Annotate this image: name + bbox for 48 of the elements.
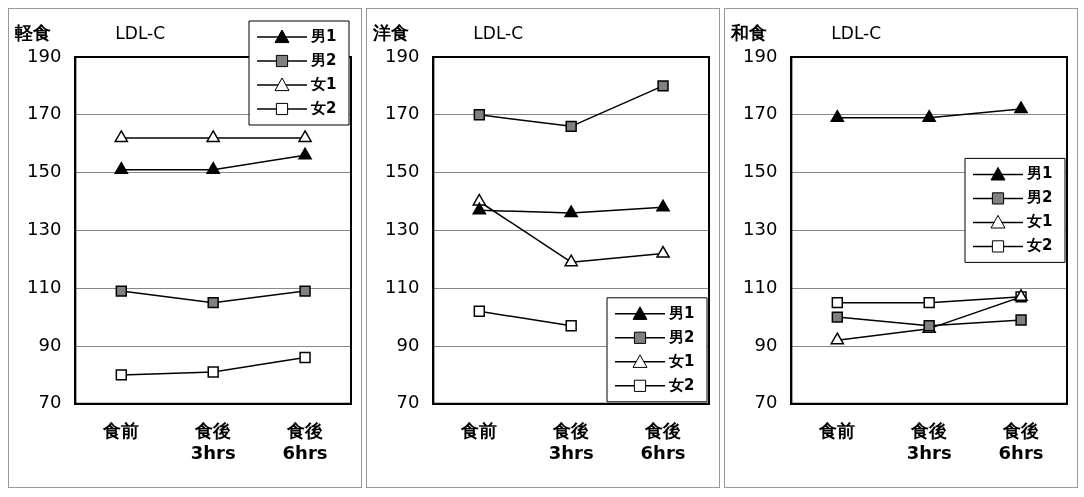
y-tick-label: 90: [754, 333, 778, 355]
x-tick-label: 食後 6hrs: [640, 420, 686, 463]
y-tick-label: 90: [38, 333, 62, 355]
x-tick-label: 食後 6hrs: [998, 420, 1044, 463]
x-tick-label: 食前: [460, 420, 498, 442]
y-tick-label: 150: [27, 160, 62, 182]
y-tick-label: 110: [27, 275, 62, 297]
y-tick-label: 70: [754, 391, 778, 413]
legend-label: 女2: [1026, 236, 1053, 255]
legend-label: 男1: [1026, 164, 1053, 183]
y-axis-title: 軽食: [14, 21, 51, 43]
y-axis-title: 和食: [730, 21, 767, 43]
legend-label: 男1: [310, 26, 337, 45]
x-tick-label: 食後 3hrs: [190, 420, 236, 463]
legend-label: 男2: [668, 327, 695, 346]
x-tick-label: 食前: [102, 420, 140, 442]
chart-title: LDL-C: [473, 22, 524, 43]
y-tick-label: 190: [27, 44, 62, 66]
legend-label: 女1: [1026, 212, 1053, 231]
legend-label: 男2: [310, 50, 337, 69]
y-tick-label: 190: [385, 44, 420, 66]
y-tick-label: 170: [385, 102, 420, 124]
legend-label: 女1: [668, 351, 695, 370]
y-tick-label: 170: [743, 102, 778, 124]
legend-label: 男1: [668, 303, 695, 322]
legend-label: 女1: [310, 74, 337, 93]
y-tick-label: 130: [27, 218, 62, 240]
legend-label: 女2: [668, 375, 695, 394]
y-tick-label: 190: [743, 44, 778, 66]
x-tick-label: 食後 6hrs: [282, 420, 328, 463]
y-tick-label: 150: [385, 160, 420, 182]
y-axis-title: 洋食: [372, 21, 409, 43]
y-tick-label: 150: [743, 160, 778, 182]
y-tick-label: 170: [27, 102, 62, 124]
chart-title: LDL-C: [831, 22, 882, 43]
legend-label: 男2: [1026, 188, 1053, 207]
legend-label: 女2: [310, 98, 337, 117]
y-tick-label: 70: [38, 391, 62, 413]
x-tick-label: 食前: [818, 420, 856, 442]
x-tick-label: 食後 3hrs: [906, 420, 952, 463]
y-tick-label: 130: [385, 218, 420, 240]
x-tick-label: 食後 3hrs: [548, 420, 594, 463]
chart-title: LDL-C: [115, 22, 166, 43]
y-tick-label: 110: [385, 275, 420, 297]
y-tick-label: 90: [396, 333, 420, 355]
y-tick-label: 130: [743, 218, 778, 240]
y-tick-label: 70: [396, 391, 420, 413]
y-tick-label: 110: [743, 275, 778, 297]
